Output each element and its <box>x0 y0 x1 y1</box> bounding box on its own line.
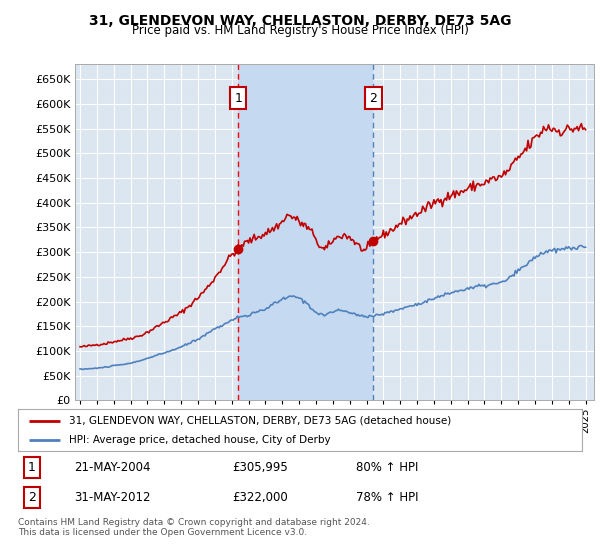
Text: Contains HM Land Registry data © Crown copyright and database right 2024.
This d: Contains HM Land Registry data © Crown c… <box>18 518 370 538</box>
Text: £322,000: £322,000 <box>232 491 288 504</box>
Text: 31-MAY-2012: 31-MAY-2012 <box>74 491 151 504</box>
Text: 31, GLENDEVON WAY, CHELLASTON, DERBY, DE73 5AG (detached house): 31, GLENDEVON WAY, CHELLASTON, DERBY, DE… <box>69 416 451 426</box>
Text: 21-MAY-2004: 21-MAY-2004 <box>74 461 151 474</box>
Text: £305,995: £305,995 <box>232 461 288 474</box>
Bar <box>238 64 373 400</box>
Text: HPI: Average price, detached house, City of Derby: HPI: Average price, detached house, City… <box>69 435 331 445</box>
Text: 78% ↑ HPI: 78% ↑ HPI <box>356 491 419 504</box>
Text: 1: 1 <box>234 91 242 105</box>
Text: Price paid vs. HM Land Registry's House Price Index (HPI): Price paid vs. HM Land Registry's House … <box>131 24 469 37</box>
Text: 31, GLENDEVON WAY, CHELLASTON, DERBY, DE73 5AG: 31, GLENDEVON WAY, CHELLASTON, DERBY, DE… <box>89 14 511 28</box>
Text: 1: 1 <box>28 461 36 474</box>
Text: 2: 2 <box>28 491 36 504</box>
Text: 80% ↑ HPI: 80% ↑ HPI <box>356 461 419 474</box>
Text: 2: 2 <box>370 91 377 105</box>
